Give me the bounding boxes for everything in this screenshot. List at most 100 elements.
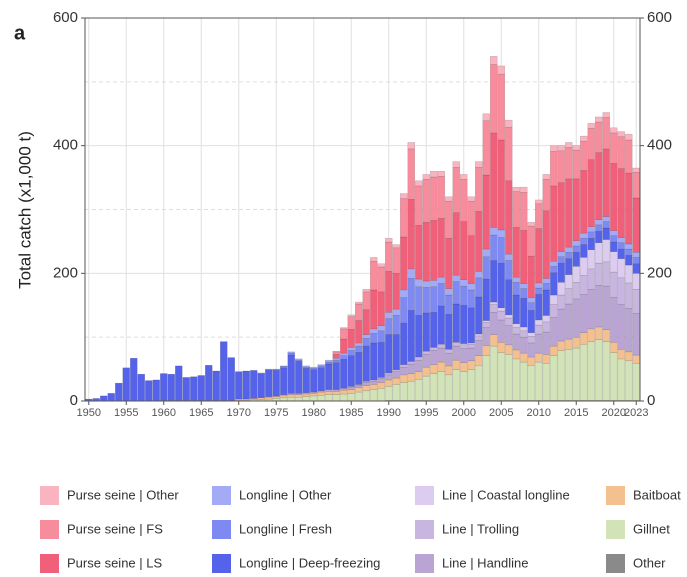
bar-segment bbox=[572, 145, 580, 151]
bar-segment bbox=[625, 282, 633, 309]
legend-swatch bbox=[606, 554, 625, 573]
bar-segment bbox=[535, 361, 543, 401]
bar-segment bbox=[385, 312, 393, 319]
bar-segment bbox=[460, 362, 468, 372]
bar-segment bbox=[580, 257, 588, 276]
y2-tick-label: 0 bbox=[647, 392, 655, 409]
bar-segment bbox=[212, 370, 220, 401]
bar-segment bbox=[490, 132, 498, 228]
bar-segment bbox=[565, 274, 573, 289]
bar-segment bbox=[632, 172, 640, 199]
bar-segment bbox=[617, 358, 625, 401]
bar-segment bbox=[610, 352, 618, 401]
bar-segment bbox=[512, 349, 520, 360]
bar-segment bbox=[430, 220, 438, 281]
bar-segment bbox=[377, 266, 385, 293]
bar-segment bbox=[505, 314, 513, 319]
bar-segment bbox=[310, 369, 318, 393]
bar-segment bbox=[377, 291, 385, 326]
legend-label: Line | Trolling bbox=[442, 521, 519, 536]
bar-segment bbox=[572, 298, 580, 338]
bar-segment bbox=[632, 313, 640, 356]
bar-segment bbox=[482, 345, 490, 356]
bar-segment bbox=[595, 224, 603, 232]
bar-segment bbox=[550, 345, 558, 356]
bar-segment bbox=[505, 253, 513, 261]
bar-segment bbox=[610, 127, 618, 134]
bar-segment bbox=[625, 308, 633, 353]
bar-segment bbox=[385, 372, 393, 376]
bar-segment bbox=[422, 350, 430, 355]
bar-segment bbox=[542, 179, 550, 212]
bar-segment bbox=[550, 355, 558, 401]
bar-segment bbox=[362, 334, 370, 339]
legend-swatch bbox=[415, 554, 434, 573]
bar-segment bbox=[482, 174, 490, 250]
bar-segment bbox=[400, 236, 408, 291]
bar-segment bbox=[572, 282, 580, 300]
bar-segment bbox=[197, 375, 205, 401]
bar-segment bbox=[400, 366, 408, 376]
bar-segment bbox=[550, 294, 558, 305]
bar-segment bbox=[257, 373, 265, 399]
bar-segment bbox=[617, 131, 625, 137]
bar-segment bbox=[385, 386, 393, 401]
bar-segment bbox=[370, 257, 378, 262]
bar-segment bbox=[385, 237, 393, 243]
bar-segment bbox=[340, 355, 348, 360]
bar-segment bbox=[415, 180, 423, 187]
bar-segment bbox=[535, 287, 543, 295]
bar-segment bbox=[482, 322, 490, 328]
bar-segment bbox=[527, 342, 535, 358]
bar-segment bbox=[505, 279, 513, 316]
bar-segment bbox=[505, 317, 513, 326]
bar-segment bbox=[497, 229, 505, 238]
bar-segment bbox=[617, 304, 625, 350]
bar-segment bbox=[317, 365, 325, 369]
legend-label: Longline | Other bbox=[239, 487, 332, 502]
bar-segment bbox=[415, 379, 423, 401]
bar-segment bbox=[152, 379, 160, 402]
bar-segment bbox=[347, 347, 355, 351]
bar-segment bbox=[392, 308, 400, 316]
bar-segment bbox=[527, 222, 535, 227]
bar-segment bbox=[490, 304, 498, 313]
bar-segment bbox=[460, 305, 468, 344]
bar-segment bbox=[542, 210, 550, 279]
bar-segment bbox=[385, 374, 393, 381]
bar-segment bbox=[497, 307, 505, 312]
legend-label: Longline | Fresh bbox=[239, 521, 332, 536]
bar-segment bbox=[542, 174, 550, 180]
bar-segment bbox=[407, 142, 415, 150]
bar-segment bbox=[370, 380, 378, 385]
bar-segment bbox=[557, 294, 565, 310]
bar-segment bbox=[377, 342, 385, 378]
bar-segment bbox=[580, 274, 588, 295]
bar-segment bbox=[355, 342, 363, 347]
bar-segment bbox=[490, 227, 498, 236]
bar-segment bbox=[535, 319, 543, 326]
bar-segment bbox=[625, 243, 633, 250]
bar-segment bbox=[625, 360, 633, 401]
bar-segment bbox=[437, 170, 445, 177]
bar-segment bbox=[370, 389, 378, 402]
bar-segment bbox=[272, 395, 280, 397]
bar-segment bbox=[100, 395, 108, 402]
bar-segment bbox=[475, 340, 483, 356]
bar-segment bbox=[482, 278, 490, 321]
bar-segment bbox=[595, 242, 603, 264]
bar-segment bbox=[520, 352, 528, 363]
bar-segment bbox=[490, 301, 498, 305]
bar-segment bbox=[437, 276, 445, 284]
bar-segment bbox=[580, 332, 588, 345]
bar-segment bbox=[340, 389, 348, 395]
bar-segment bbox=[430, 364, 438, 374]
x-tick-label: 1985 bbox=[339, 407, 363, 419]
bar-segment bbox=[325, 391, 333, 395]
bar-segment bbox=[542, 289, 550, 316]
bar-segment bbox=[565, 178, 573, 248]
bar-segment bbox=[415, 359, 423, 372]
bar-segment bbox=[325, 389, 333, 392]
bar-segment bbox=[610, 241, 618, 252]
bar-segment bbox=[595, 262, 603, 286]
